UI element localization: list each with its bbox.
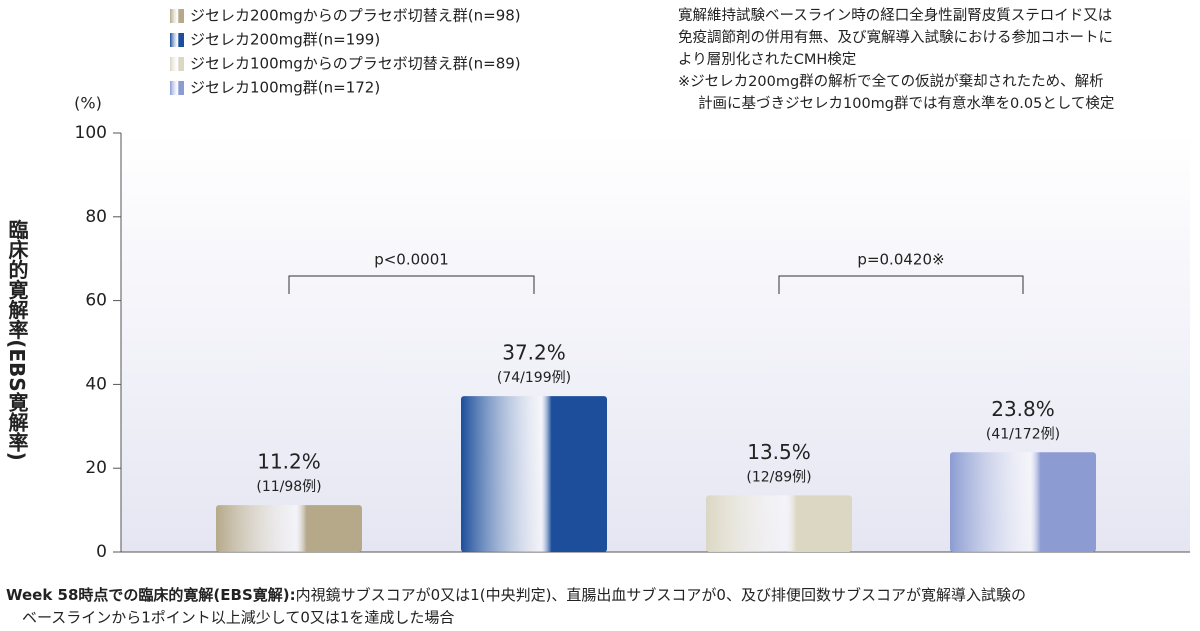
bar <box>216 505 362 552</box>
value-label: 23.8% <box>991 397 1055 421</box>
legend-swatch <box>170 9 184 23</box>
comparison-bracket <box>288 275 535 294</box>
legend-label: ジセレカ100mgからのプラセボ切替え群(n=89) <box>190 55 521 73</box>
legend-label: ジセレカ100mg群(n=172) <box>190 79 380 97</box>
legend-swatch <box>170 81 184 95</box>
y-tick-label: 100 <box>75 123 107 143</box>
y-tick-label: 40 <box>85 374 107 394</box>
value-label: 13.5% <box>747 440 811 464</box>
y-tick-label: 80 <box>85 207 107 227</box>
y-unit: (%) <box>74 94 102 113</box>
legend-label: ジセレカ200mgからのプラセボ切替え群(n=98) <box>190 7 521 25</box>
note-line: ※ジセレカ200mg群の解析で全ての仮説が棄却されたため、解析 <box>678 72 1104 90</box>
comparison-label: p=0.0420※ <box>857 251 944 269</box>
y-tick-label: 60 <box>85 291 107 311</box>
legend-label: ジセレカ200mg群(n=199) <box>190 31 380 49</box>
footnote-line: ベースラインから1ポイント以上減少して0又は1を達成した場合 <box>22 609 454 627</box>
comparison-label: p<0.0001 <box>374 251 449 269</box>
y-tick-label: 0 <box>96 542 107 562</box>
y-axis-label: 臨床的寛解率(EBS寛解率) <box>5 218 29 461</box>
count-label: (12/89例) <box>746 469 811 485</box>
value-label: 11.2% <box>257 450 321 474</box>
comparison-bracket <box>778 275 1024 294</box>
footnote: Week 58時点での臨床的寛解(EBS寛解):内視鏡サブスコアが0又は1(中央… <box>6 586 1026 604</box>
bar <box>461 396 607 552</box>
bar <box>950 452 1096 552</box>
value-label: 37.2% <box>502 341 566 365</box>
note-line: より層別化されたCMH検定 <box>678 51 856 68</box>
count-label: (11/98例) <box>256 479 321 495</box>
count-label: (41/172例) <box>986 426 1060 442</box>
legend-swatch <box>170 33 184 47</box>
count-label: (74/199例) <box>497 370 571 386</box>
footnote-title: Week 58時点での臨床的寛解(EBS寛解): <box>6 586 296 604</box>
note-line: 寛解維持試験ベースライン時の経口全身性副腎皮質ステロイド又は <box>678 6 1112 24</box>
note-line: 計画に基づきジセレカ100mg群では有意水準を0.05として検定 <box>698 94 1114 112</box>
note-line: 免疫調節剤の併用有無、及び寛解導入試験における参加コホートに <box>678 28 1113 46</box>
footnote-line: 内視鏡サブスコアが0又は1(中央判定)、直腸出血サブスコアが0、及び排便回数サブ… <box>296 586 1026 604</box>
bar <box>706 495 852 552</box>
legend-swatch <box>170 57 184 71</box>
y-tick-label: 20 <box>85 458 107 478</box>
